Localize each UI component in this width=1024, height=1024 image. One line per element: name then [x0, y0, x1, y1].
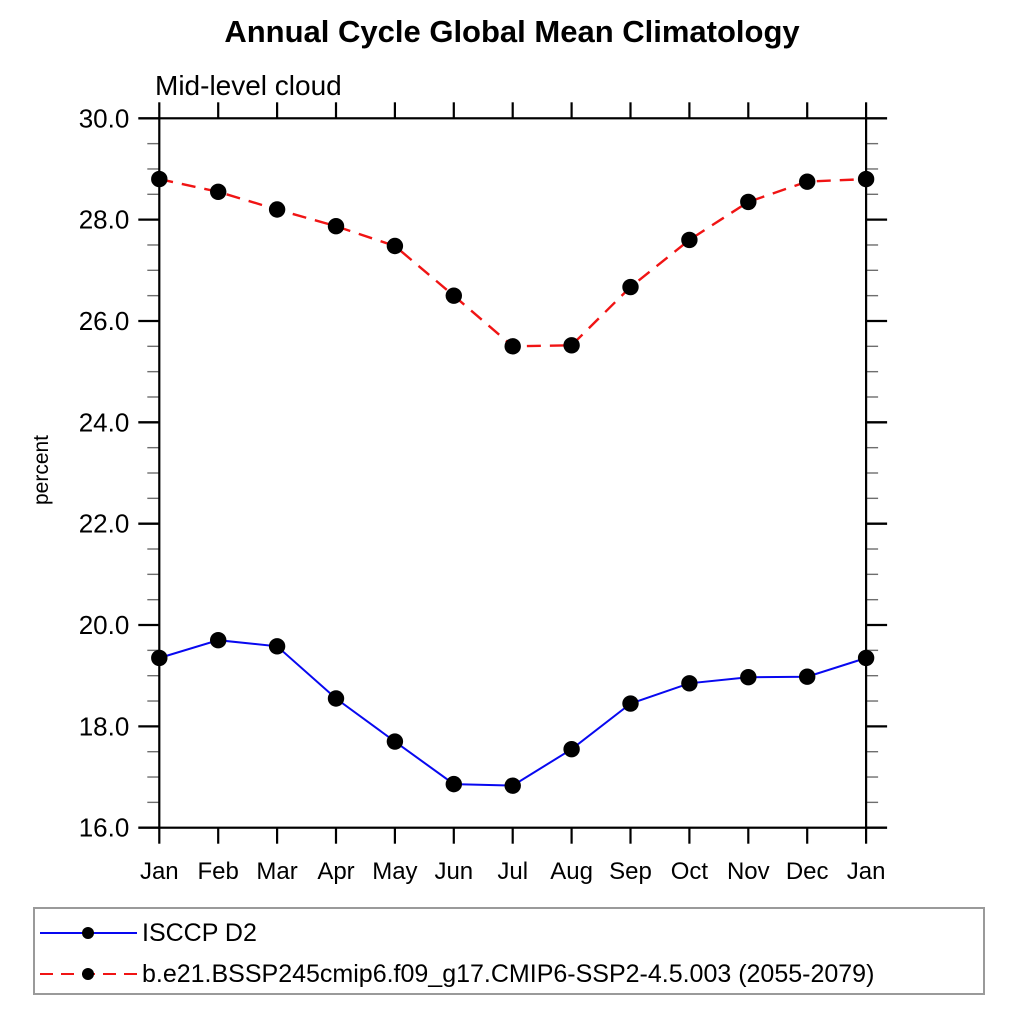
data-point-marker-isccp-d2 [563, 740, 580, 758]
chart-subtitle: Mid-level cloud [155, 70, 342, 101]
data-point-marker-model-run [210, 183, 227, 200]
plot-frame [158, 117, 868, 829]
legend-line-sample-solid [40, 927, 137, 939]
y-axis-tick-label: 28.0 [79, 205, 130, 235]
data-point-marker-model-run [740, 193, 757, 211]
data-point-marker-isccp-d2 [210, 632, 227, 649]
data-point-marker-model-run [386, 237, 404, 255]
y-axis-tick-label: 26.0 [79, 306, 130, 336]
legend-label-model-run: b.e21.BSSP245cmip6.f09_g17.CMIP6-SSP2-4.… [142, 959, 875, 988]
data-point-marker-model-run [563, 337, 580, 354]
legend-item-isccp-d2: ISCCP D2 [39, 913, 257, 953]
x-axis-tick-label: Jul [497, 858, 528, 885]
data-point-marker-isccp-d2 [622, 695, 639, 712]
x-axis-tick-label: Dec [786, 858, 829, 885]
legend: ISCCP D2 b.e21.BSSP245cmip6.f09_g17.CMIP… [33, 907, 985, 995]
data-point-marker-model-run [327, 218, 345, 235]
x-axis-tick-label: Jan [140, 858, 179, 885]
x-axis-tick-label: Apr [317, 858, 354, 885]
legend-label-isccp-d2: ISCCP D2 [142, 918, 257, 947]
data-point-marker-isccp-d2 [386, 733, 404, 750]
legend-line-sample-dashed [40, 968, 137, 980]
x-axis-tick-label: Nov [727, 858, 770, 885]
chart-title: Annual Cycle Global Mean Climatology [224, 14, 800, 49]
data-point-marker-model-run [445, 287, 462, 304]
data-point-marker-model-run [151, 170, 168, 188]
data-point-marker-model-run [799, 173, 816, 190]
x-axis-tick-label: Jan [847, 858, 886, 885]
data-point-marker-model-run [681, 231, 698, 249]
data-point-marker-isccp-d2 [327, 690, 345, 707]
y-axis-tick-label: 30.0 [79, 103, 130, 133]
series-line-isccp-d2 [159, 639, 867, 787]
y-axis-tick-label: 20.0 [79, 610, 130, 640]
y-axis-tick-label: 16.0 [79, 813, 130, 843]
data-point-marker-isccp-d2 [504, 777, 521, 794]
data-point-marker-isccp-d2 [681, 675, 698, 692]
y-axis-tick-label: 18.0 [79, 711, 130, 741]
series-line-model-run [159, 177, 867, 348]
data-point-marker-isccp-d2 [857, 649, 875, 667]
data-point-marker-model-run [622, 278, 639, 296]
x-axis-tick-label: Aug [550, 858, 593, 885]
y-axis-tick-label: 22.0 [79, 509, 130, 539]
x-axis-tick-label: Jun [434, 858, 473, 885]
legend-item-model-run: b.e21.BSSP245cmip6.f09_g17.CMIP6-SSP2-4.… [39, 954, 874, 994]
data-point-marker-isccp-d2 [151, 649, 168, 667]
data-point-marker-isccp-d2 [445, 775, 462, 793]
y-axis-tick-label: 24.0 [79, 407, 130, 437]
x-axis-tick-label: Oct [671, 858, 709, 885]
x-axis-tick-label: Sep [609, 858, 652, 885]
data-point-marker-model-run [268, 201, 286, 218]
x-axis-tick-label: Mar [256, 858, 297, 885]
data-point-marker-isccp-d2 [799, 668, 816, 685]
data-point-marker-isccp-d2 [740, 669, 757, 686]
x-axis-tick-label: Feb [198, 858, 239, 885]
data-point-marker-model-run [504, 338, 521, 355]
x-axis-tick-label: May [372, 858, 417, 885]
data-point-marker-isccp-d2 [268, 638, 286, 655]
data-point-marker-model-run [857, 170, 875, 188]
